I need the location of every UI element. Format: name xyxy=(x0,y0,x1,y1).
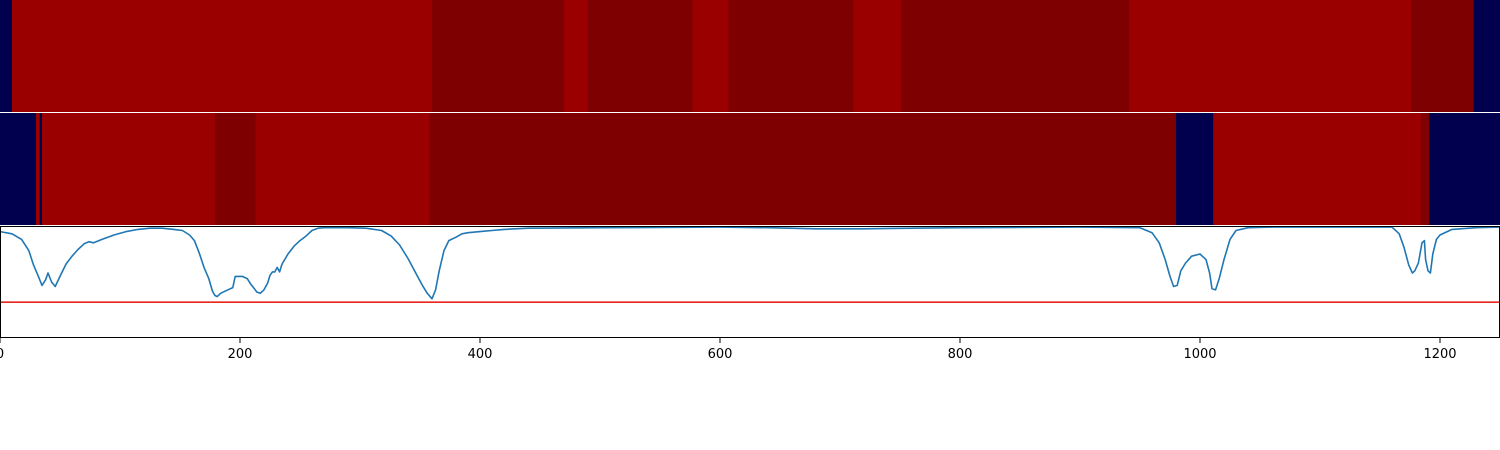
heatmap-2-cell-2 xyxy=(39,113,43,225)
heatmap-panel-1 xyxy=(0,0,1500,112)
heatmap-2-cell-6 xyxy=(255,113,430,225)
series-line xyxy=(0,226,1500,300)
x-tick-label-6: 1200 xyxy=(1423,347,1456,362)
heatmap-2-cell-0 xyxy=(0,113,37,225)
heatmap-2-cell-3 xyxy=(42,113,46,225)
heatmap-1-cell-3 xyxy=(564,0,589,112)
x-tick-label-2: 400 xyxy=(468,347,493,362)
heatmap-2-cell-4 xyxy=(45,113,216,225)
heatmap-2-cell-11 xyxy=(1429,113,1500,225)
heatmap-2-cell-8 xyxy=(1176,113,1214,225)
line-plot-background xyxy=(0,226,1500,338)
heatmap-1-cell-11 xyxy=(1473,0,1500,112)
x-tick-label-4: 800 xyxy=(948,347,973,362)
heatmap-1-cell-7 xyxy=(853,0,902,112)
x-axis: 0 200 400 600 800 1000 1200 xyxy=(0,338,1457,362)
heatmap-2-cell-5 xyxy=(214,113,256,225)
heatmap-1-cell-1 xyxy=(12,0,433,112)
x-tick-label-1: 200 xyxy=(228,347,253,362)
x-tick-label-3: 600 xyxy=(708,347,733,362)
heatmap-1-cell-0 xyxy=(0,0,13,112)
heatmap-1-cell-6 xyxy=(728,0,854,112)
line-panel xyxy=(0,226,1500,338)
heatmap-1-cell-8 xyxy=(901,0,1130,112)
heatmap-2-cell-10 xyxy=(1420,113,1430,225)
heatmap-1-cell-4 xyxy=(588,0,693,112)
heatmap-1-cell-5 xyxy=(692,0,729,112)
heatmap-2-cell-7 xyxy=(429,113,1177,225)
heatmap-2-cell-9 xyxy=(1213,113,1422,225)
heatmap-panel-2 xyxy=(0,113,1500,225)
x-tick-label-5: 1000 xyxy=(1183,347,1216,362)
heatmap-1-cell-2 xyxy=(432,0,565,112)
x-tick-label-0: 0 xyxy=(0,347,4,362)
heatmap-1-cell-9 xyxy=(1129,0,1412,112)
heatmap-1-cell-10 xyxy=(1411,0,1474,112)
heatmap-2-cell-1 xyxy=(36,113,40,225)
